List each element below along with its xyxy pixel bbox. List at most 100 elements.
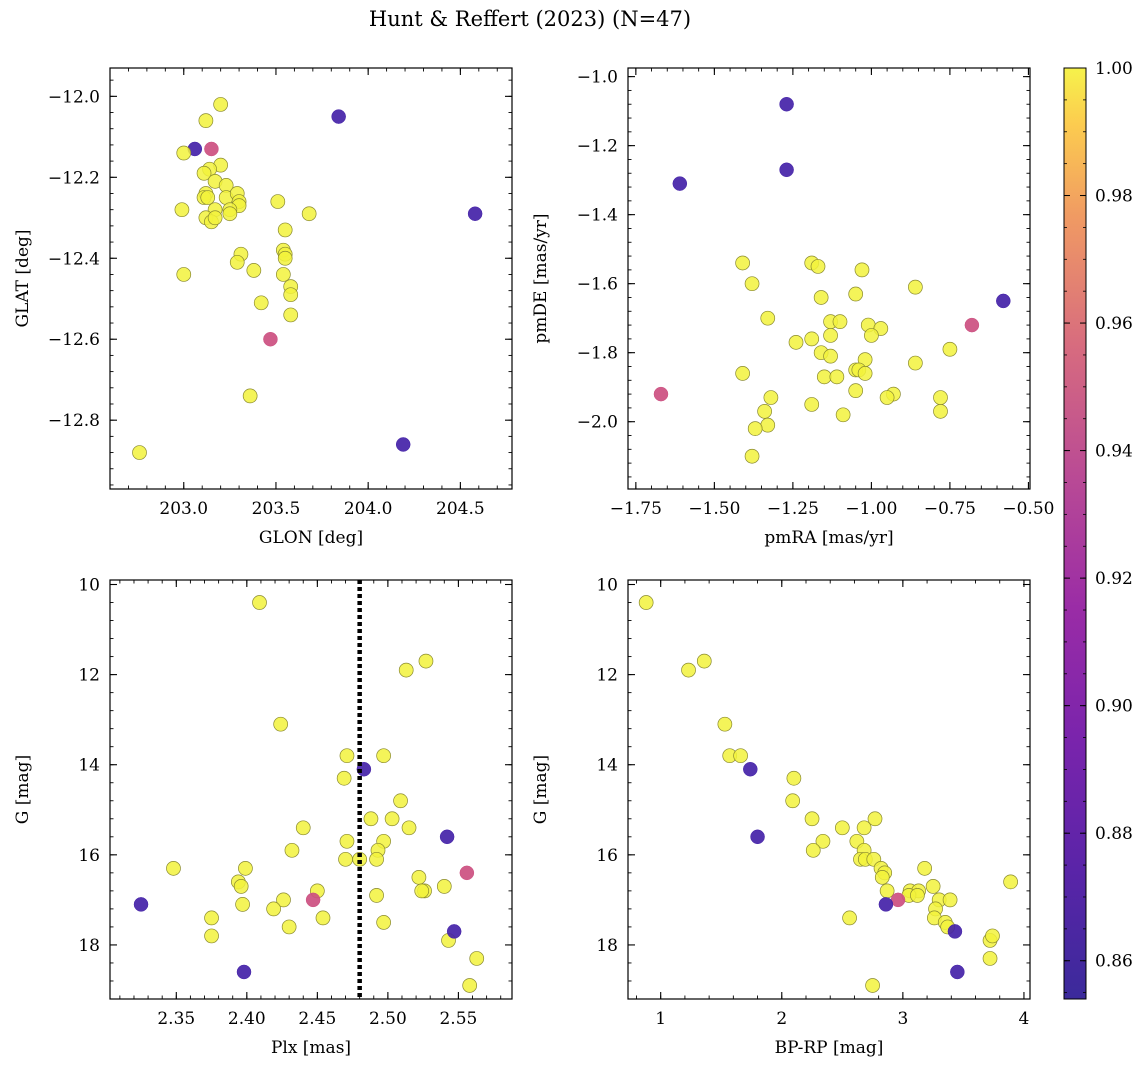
data-point — [815, 833, 831, 849]
data-point — [411, 870, 427, 885]
data-point — [735, 255, 750, 271]
y-tick-label: −12.6 — [48, 330, 100, 350]
data-point — [236, 964, 252, 980]
y-tick-label: 14 — [596, 756, 618, 776]
data-point — [263, 331, 278, 347]
colorbar-tick-label: 0.86 — [1095, 952, 1133, 972]
axes-frame — [627, 67, 1031, 490]
data-point — [757, 404, 772, 419]
x-tick-label: 204.0 — [344, 499, 393, 519]
data-point — [281, 919, 297, 935]
data-point — [788, 334, 804, 350]
data-point — [835, 407, 851, 423]
data-point — [207, 210, 223, 226]
data-point — [804, 331, 820, 347]
data-point — [744, 276, 760, 292]
data-point — [942, 892, 958, 908]
data-point — [200, 190, 216, 205]
data-point — [785, 793, 801, 809]
data-point — [336, 770, 352, 786]
data-point — [204, 141, 219, 157]
y-axis-label: pmDE [mas/yr] — [531, 213, 551, 343]
y-tick-label: −1.8 — [577, 344, 618, 364]
data-point — [253, 295, 269, 311]
data-point — [459, 865, 475, 881]
y-axis-label: G [mag] — [13, 755, 33, 824]
y-tick-label: 18 — [78, 936, 100, 956]
y-tick-label: −12.2 — [48, 168, 100, 188]
data-point — [823, 328, 838, 343]
data-point — [270, 194, 286, 209]
data-point — [235, 897, 250, 912]
data-point — [1003, 874, 1018, 890]
data-point — [338, 851, 353, 867]
x-tick-label: −1.75 — [610, 499, 662, 519]
data-point — [295, 820, 311, 836]
figure-title: Hunt & Reffert (2023) (N=47) — [369, 7, 691, 31]
data-point — [439, 829, 455, 845]
y-tick-label: −1.6 — [577, 275, 618, 295]
colorbar-tick-label: 0.92 — [1095, 569, 1133, 589]
data-point — [786, 770, 802, 786]
colorbar-tick-label: 0.94 — [1095, 442, 1133, 462]
data-point — [376, 915, 391, 930]
x-tick-label: 2.45 — [298, 1009, 336, 1029]
data-point — [204, 910, 219, 926]
data-point — [376, 748, 391, 764]
x-tick-label: 203.5 — [252, 499, 301, 519]
y-tick-label: 12 — [596, 666, 618, 686]
data-point — [273, 716, 289, 732]
data-point — [848, 286, 864, 302]
y-tick-label: 10 — [78, 576, 100, 596]
x-tick-label: 204.5 — [436, 499, 485, 519]
x-tick-label: 2.50 — [369, 1009, 407, 1029]
x-tick-label: −1.00 — [845, 499, 897, 519]
data-point — [813, 290, 829, 305]
data-point — [339, 833, 355, 849]
y-tick-label: 12 — [78, 666, 100, 686]
data-point — [879, 390, 895, 405]
data-point — [339, 748, 355, 764]
data-point — [229, 254, 245, 270]
x-tick-label: 1 — [655, 1009, 666, 1029]
data-point — [277, 250, 293, 266]
data-point — [810, 259, 826, 274]
axes-frame — [627, 579, 1031, 1000]
data-point — [283, 287, 299, 303]
data-point — [857, 366, 873, 381]
data-point — [369, 888, 384, 903]
data-point — [384, 811, 400, 827]
data-point — [469, 951, 485, 966]
data-point — [363, 811, 379, 827]
data-point — [744, 448, 760, 464]
data-point — [760, 310, 776, 326]
data-point — [950, 964, 965, 980]
data-point — [829, 369, 845, 385]
y-tick-label: 10 — [596, 576, 618, 596]
y-axis-label: G [mag] — [531, 755, 551, 824]
y-tick-label: −1.0 — [577, 68, 618, 88]
data-point — [867, 811, 883, 827]
data-point — [917, 860, 933, 876]
data-point — [275, 267, 291, 282]
axes-frame — [109, 67, 513, 490]
data-point — [277, 222, 293, 238]
data-point — [301, 206, 317, 222]
data-point — [398, 662, 414, 678]
x-axis-label: pmRA [mas/yr] — [764, 528, 893, 548]
colorbar-tick-label: 0.96 — [1095, 314, 1133, 334]
data-point — [395, 437, 411, 452]
panel-plx-g: 2.35 2.40 2.45 2.50 2.55 10 12 14 16 18 Plx [mas] G… — [13, 576, 513, 1058]
data-point — [653, 386, 669, 402]
x-tick-label: 2.35 — [157, 1009, 195, 1029]
colorbar-tick-label: 1.00 — [1095, 59, 1133, 79]
y-tick-label: −12.8 — [48, 411, 100, 431]
data-point — [832, 314, 848, 329]
data-point — [204, 928, 219, 944]
data-point — [717, 716, 733, 732]
data-point — [672, 176, 688, 191]
data-point — [681, 662, 696, 678]
x-tick-label: −0.50 — [1002, 499, 1054, 519]
data-point — [369, 851, 384, 867]
y-tick-label: −1.2 — [577, 137, 618, 157]
